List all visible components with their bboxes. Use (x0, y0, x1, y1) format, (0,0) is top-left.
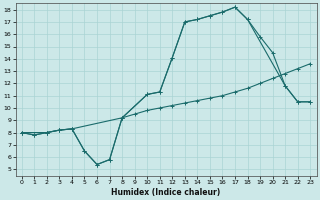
X-axis label: Humidex (Indice chaleur): Humidex (Indice chaleur) (111, 188, 221, 197)
